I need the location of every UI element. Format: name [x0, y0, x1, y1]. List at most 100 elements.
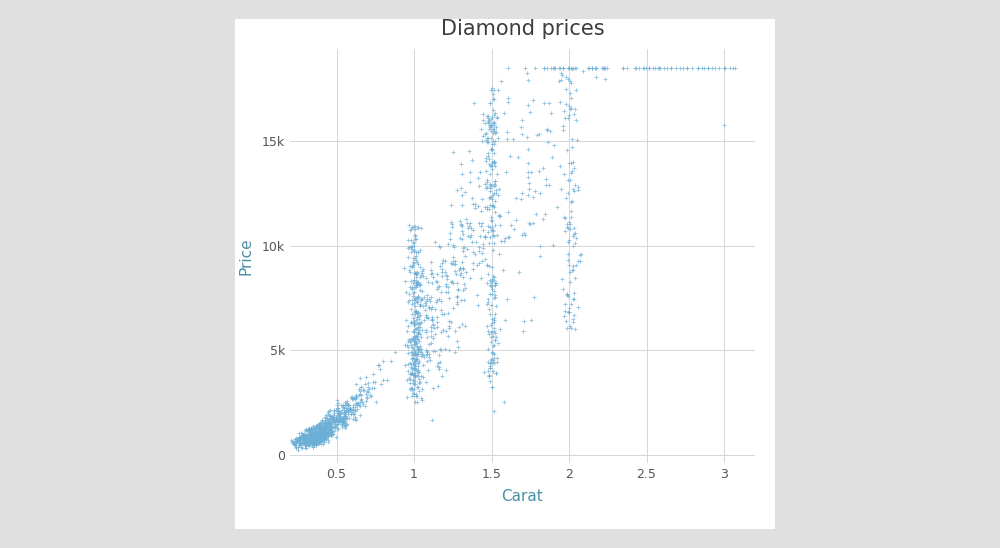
- Point: [488, 122, 504, 131]
- Point: [675, 64, 691, 72]
- Point: [482, 362, 498, 370]
- Point: [405, 238, 421, 247]
- Point: [313, 429, 329, 437]
- Point: [402, 261, 418, 270]
- Point: [427, 329, 443, 338]
- Point: [327, 424, 343, 432]
- Point: [422, 356, 438, 364]
- Point: [485, 367, 501, 375]
- Point: [500, 98, 516, 106]
- Point: [316, 427, 332, 436]
- Point: [486, 407, 502, 415]
- Point: [489, 358, 505, 367]
- Point: [309, 423, 325, 432]
- Point: [409, 281, 425, 289]
- Point: [447, 256, 463, 265]
- Point: [309, 437, 325, 446]
- Point: [353, 383, 369, 391]
- Point: [490, 339, 506, 347]
- Point: [303, 430, 319, 438]
- Point: [564, 266, 580, 275]
- Point: [486, 326, 502, 335]
- Point: [405, 335, 421, 344]
- Point: [296, 438, 312, 447]
- Point: [525, 95, 541, 104]
- Point: [484, 195, 500, 203]
- Point: [417, 299, 433, 308]
- Point: [298, 439, 314, 448]
- Point: [561, 111, 577, 119]
- Point: [434, 309, 450, 318]
- Point: [425, 333, 441, 342]
- Point: [412, 310, 428, 319]
- Point: [322, 421, 338, 430]
- Point: [560, 291, 576, 300]
- Point: [312, 429, 328, 437]
- Point: [409, 351, 425, 359]
- Point: [309, 429, 325, 438]
- Point: [320, 425, 336, 434]
- Point: [508, 193, 524, 202]
- Point: [344, 393, 360, 402]
- Point: [307, 430, 323, 439]
- Point: [415, 271, 431, 280]
- Point: [483, 215, 499, 224]
- Point: [486, 118, 502, 127]
- Point: [441, 317, 457, 326]
- Point: [482, 364, 498, 373]
- Point: [479, 138, 495, 147]
- Point: [312, 430, 328, 438]
- Point: [415, 264, 431, 273]
- Point: [563, 300, 579, 309]
- Point: [515, 327, 531, 336]
- Point: [336, 409, 352, 418]
- Point: [400, 348, 416, 357]
- Point: [316, 436, 332, 444]
- Point: [446, 259, 462, 268]
- Point: [316, 428, 332, 437]
- Point: [329, 416, 345, 425]
- Point: [561, 64, 577, 72]
- Point: [570, 303, 586, 312]
- Point: [295, 439, 311, 448]
- Point: [483, 115, 499, 123]
- Point: [314, 421, 330, 430]
- Point: [409, 391, 425, 400]
- Point: [575, 66, 591, 75]
- Point: [312, 426, 328, 435]
- Point: [419, 357, 435, 366]
- Point: [287, 441, 303, 449]
- Point: [510, 153, 526, 162]
- Point: [520, 101, 536, 110]
- Point: [449, 293, 465, 301]
- Point: [347, 414, 363, 423]
- Point: [308, 437, 324, 446]
- Point: [526, 292, 542, 301]
- Point: [443, 218, 459, 226]
- Point: [480, 116, 496, 125]
- Point: [323, 425, 339, 434]
- Point: [562, 89, 578, 98]
- Point: [725, 64, 741, 72]
- Point: [423, 332, 439, 341]
- Point: [409, 280, 425, 289]
- Point: [311, 431, 327, 440]
- Point: [308, 421, 324, 430]
- Point: [405, 258, 421, 266]
- Point: [310, 430, 326, 439]
- Point: [483, 85, 499, 94]
- Point: [311, 433, 327, 442]
- Point: [453, 219, 469, 228]
- Point: [516, 229, 532, 237]
- Point: [365, 369, 381, 378]
- Point: [298, 437, 314, 446]
- Point: [407, 224, 423, 233]
- Point: [411, 378, 427, 387]
- Y-axis label: Price: Price: [239, 237, 254, 275]
- Point: [414, 350, 430, 358]
- Point: [291, 434, 307, 443]
- Point: [663, 64, 679, 72]
- Point: [342, 403, 358, 412]
- Point: [313, 427, 329, 436]
- Point: [474, 195, 490, 203]
